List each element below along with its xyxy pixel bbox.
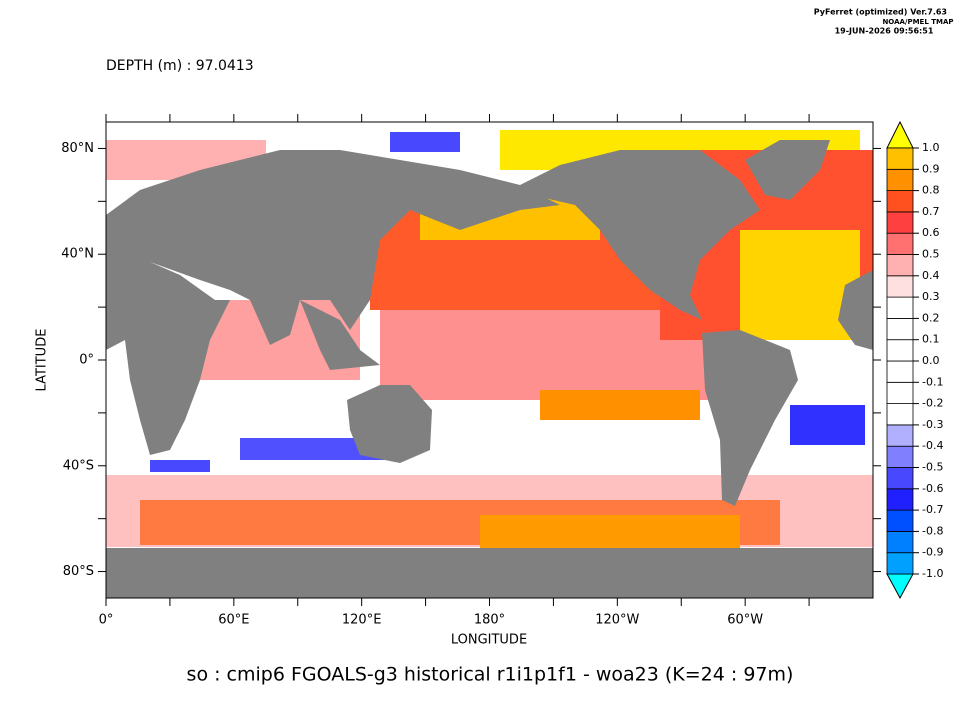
patch bbox=[150, 460, 210, 472]
colorbar-label: 0.1 bbox=[922, 333, 940, 346]
colorbar-label: 0.8 bbox=[922, 184, 940, 197]
y-axis-label: LATITUDE bbox=[35, 329, 50, 392]
colorbar-band bbox=[886, 360, 914, 383]
greenland bbox=[745, 140, 830, 200]
colorbar-label: 0.2 bbox=[922, 311, 940, 324]
map-field bbox=[106, 122, 873, 598]
colorbar-band bbox=[886, 339, 914, 362]
colorbar-band bbox=[886, 381, 914, 404]
y-tick-label: 0° bbox=[79, 353, 94, 368]
axes: 0° 60°E 120°E 180° 120°W 60°W 80°N 40°N 0° 40°S 80… bbox=[61, 114, 881, 628]
patch bbox=[390, 132, 460, 152]
north-america bbox=[510, 150, 760, 320]
south-america bbox=[702, 330, 798, 506]
colorbar-label: -0.1 bbox=[922, 375, 943, 388]
colorbar-band bbox=[886, 147, 914, 170]
colorbar-label: 0.0 bbox=[922, 354, 940, 367]
x-tick-label: 0° bbox=[99, 613, 114, 628]
colorbar-band bbox=[886, 275, 914, 298]
y-tick-label: 80°N bbox=[61, 141, 94, 156]
colorbar-label: -0.8 bbox=[922, 524, 943, 537]
x-tick-label: 60°W bbox=[727, 613, 763, 628]
y-tick-label: 40°S bbox=[63, 458, 94, 473]
colorbar-band bbox=[886, 509, 914, 532]
antarctica bbox=[106, 548, 873, 598]
colorbar-label: -0.3 bbox=[922, 418, 943, 431]
colorbar-label: 0.5 bbox=[922, 248, 940, 261]
colorbar-label: 0.3 bbox=[922, 290, 940, 303]
x-tick-label: 120°E bbox=[342, 613, 382, 628]
patch bbox=[240, 438, 390, 460]
colorbar-band bbox=[886, 552, 914, 575]
colorbar-label: 0.7 bbox=[922, 205, 940, 218]
se-asia bbox=[300, 300, 380, 370]
timestamp: 19-JUN-2026 09:56:51 bbox=[835, 27, 934, 36]
colorbar: -1.0 -0.9 -0.8 -0.7 -0.6 -0.5 -0.4 -0.3 -0.2 -0.1… bbox=[886, 120, 943, 600]
chart-title: so : cmip6 FGOALS-g3 historical r1i1p1f1… bbox=[187, 664, 794, 686]
colorbar-label: 1.0 bbox=[922, 141, 940, 154]
colorbar-band bbox=[886, 488, 914, 511]
program-label: PyFerret (optimized) Ver.7.63 bbox=[814, 8, 947, 17]
australia bbox=[347, 385, 432, 463]
colorbar-band bbox=[886, 531, 914, 554]
x-tick-label: 120°W bbox=[595, 613, 639, 628]
subtitle: DEPTH (m) : 97.0413 bbox=[106, 58, 254, 74]
colorbar-label: -0.2 bbox=[922, 397, 943, 410]
colorbar-band bbox=[886, 232, 914, 255]
colorbar-label: -0.6 bbox=[922, 482, 943, 495]
colorbar-under bbox=[886, 573, 914, 600]
colorbar-band bbox=[886, 254, 914, 277]
eurasia bbox=[106, 150, 560, 345]
colorbar-band bbox=[886, 296, 914, 319]
colorbar-band bbox=[886, 467, 914, 490]
africa bbox=[106, 262, 230, 455]
colorbar-label: -0.7 bbox=[922, 503, 943, 516]
x-tick-label: 60°E bbox=[218, 613, 249, 628]
y-tick-label: 80°S bbox=[63, 564, 94, 579]
x-tick-label: 180° bbox=[474, 613, 505, 628]
colorbar-band bbox=[886, 190, 914, 213]
colorbar-over bbox=[886, 120, 914, 149]
patch bbox=[790, 405, 865, 445]
colorbar-band bbox=[886, 403, 914, 426]
colorbar-label: 0.6 bbox=[922, 226, 940, 239]
patch bbox=[540, 390, 700, 420]
colorbar-label: -0.5 bbox=[922, 461, 943, 474]
colorbar-label: -0.9 bbox=[922, 546, 943, 559]
west-africa bbox=[838, 270, 873, 350]
colorbar-label: -0.4 bbox=[922, 439, 943, 452]
colorbar-band bbox=[886, 424, 914, 447]
org-label: NOAA/PMEL TMAP bbox=[882, 18, 953, 26]
colorbar-label: 0.4 bbox=[922, 269, 940, 282]
colorbar-label: 0.9 bbox=[922, 162, 940, 175]
x-axis-label: LONGITUDE bbox=[451, 633, 527, 648]
colorbar-band bbox=[886, 211, 914, 234]
colorbar-band bbox=[886, 445, 914, 468]
y-tick-label: 40°N bbox=[61, 247, 94, 262]
colorbar-band bbox=[886, 317, 914, 341]
colorbar-band bbox=[886, 168, 914, 192]
colorbar-label: -1.0 bbox=[922, 567, 943, 580]
